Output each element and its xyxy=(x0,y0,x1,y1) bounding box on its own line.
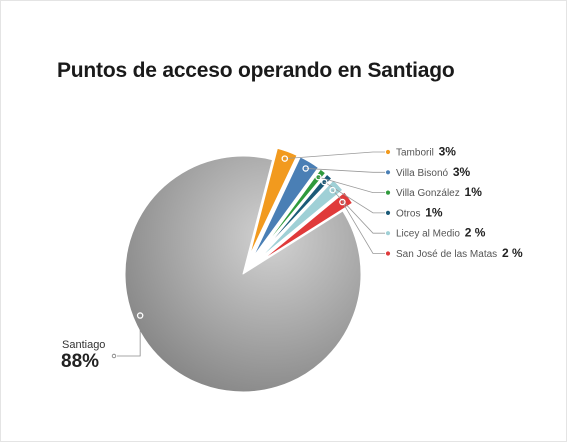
label-name-santiago: Santiago xyxy=(62,339,105,351)
marker-dot-villa-gonzalez xyxy=(315,173,322,181)
legend-bullet-tamboril xyxy=(385,149,391,155)
label-name-licey-al-medio: Licey al Medio xyxy=(396,229,463,240)
pie-slice-tamboril xyxy=(246,146,299,263)
leader-line-tamboril xyxy=(284,151,385,159)
marker-dot-santiago xyxy=(136,312,144,319)
legend-bullet-villa-gonzalez xyxy=(385,190,391,195)
label-value-tamboril: 3% xyxy=(439,145,457,159)
leader-line-san-jose-de-las-matas xyxy=(342,201,385,254)
leader-line-santiago xyxy=(117,315,141,357)
marker-dot-san-jose-de-las-matas xyxy=(339,198,346,206)
label-villa-bisono: Villa Bisonó 3% xyxy=(396,165,471,179)
label-name-tamboril: Tamboril xyxy=(396,148,437,159)
label-villa-gonzalez: Villa González 1% xyxy=(396,185,482,199)
label-value-licey-al-medio: 2 % xyxy=(465,226,486,240)
pie-slice-villa-bisono xyxy=(248,155,321,264)
label-value-san-jose-de-las-matas: 2 % xyxy=(502,246,523,260)
label-value-villa-gonzalez: 1% xyxy=(465,185,483,199)
label-licey-al-medio: Licey al Medio 2 % xyxy=(396,226,486,240)
leader-line-otros xyxy=(324,181,385,214)
label-name-otros: Otros xyxy=(396,208,423,219)
legend-bullet-villa-bisono xyxy=(385,170,391,175)
label-value-otros: 1% xyxy=(425,205,443,219)
marker-dot-villa-bisono xyxy=(302,165,309,172)
marker-dot-otros xyxy=(321,178,328,186)
pie-slice-licey-al-medio xyxy=(251,178,345,267)
leader-line-villa-bisono xyxy=(305,168,385,173)
pie-slice-otros xyxy=(250,172,334,266)
leader-line-licey-al-medio xyxy=(332,189,385,234)
leader-line-villa-gonzalez xyxy=(318,176,385,194)
marker-dot-tamboril xyxy=(281,155,289,162)
label-san-jose-de-las-matas: San José de las Matas 2 % xyxy=(396,246,523,260)
label-value-villa-bisono: 3% xyxy=(453,165,471,179)
label-tamboril: Tamboril 3% xyxy=(396,145,456,159)
pie-slice-santiago xyxy=(124,155,362,393)
label-otros: Otros 1% xyxy=(396,205,443,219)
legend-bullet-licey-al-medio xyxy=(385,231,391,236)
legend-bullet-san-jose-de-las-matas xyxy=(385,251,391,256)
legend-bullet-otros xyxy=(385,210,391,215)
chart-title: Puntos de acceso operando en Santiago xyxy=(57,59,455,82)
marker-dot-licey-al-medio xyxy=(329,186,336,194)
label-value-santiago: 88% xyxy=(61,351,99,372)
label-name-villa-gonzalez: Villa González xyxy=(396,188,463,199)
label-name-san-jose-de-las-matas: San José de las Matas xyxy=(396,249,500,260)
pie-slice-san-jose-de-las-matas xyxy=(252,190,355,268)
label-name-villa-bisono: Villa Bisonó xyxy=(396,168,451,179)
legend-bullet-santiago xyxy=(111,353,117,359)
